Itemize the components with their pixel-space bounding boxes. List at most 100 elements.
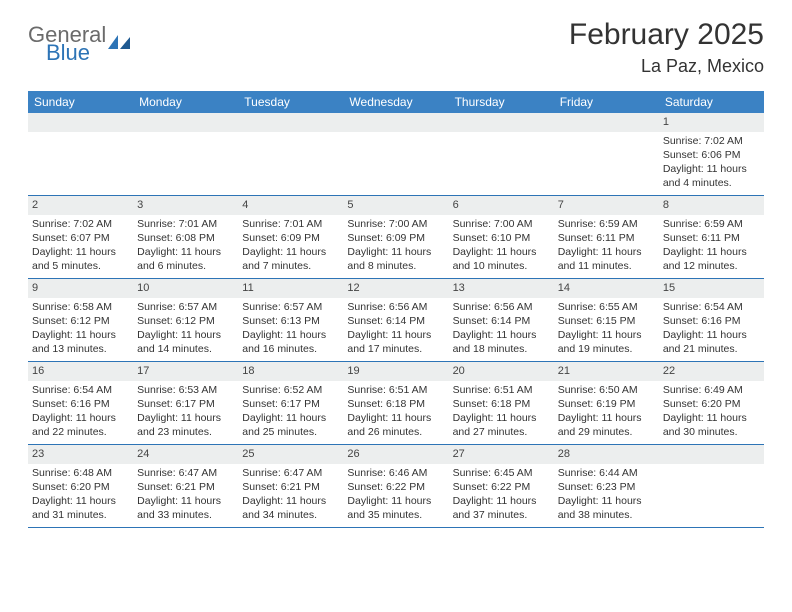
day-number: 4	[238, 196, 343, 215]
day-cell: 13Sunrise: 6:56 AMSunset: 6:14 PMDayligh…	[449, 279, 554, 361]
title-block: February 2025 La Paz, Mexico	[569, 18, 764, 77]
day-number: 17	[133, 362, 238, 381]
day-cell: 12Sunrise: 6:56 AMSunset: 6:14 PMDayligh…	[343, 279, 448, 361]
empty-cell	[554, 113, 659, 195]
day-cell: 23Sunrise: 6:48 AMSunset: 6:20 PMDayligh…	[28, 445, 133, 527]
daylight-line: Daylight: 11 hours and 4 minutes.	[663, 162, 760, 190]
sunset-line: Sunset: 6:15 PM	[558, 314, 655, 328]
day-cell: 22Sunrise: 6:49 AMSunset: 6:20 PMDayligh…	[659, 362, 764, 444]
day-number: 2	[28, 196, 133, 215]
day-number: 6	[449, 196, 554, 215]
location-label: La Paz, Mexico	[569, 56, 764, 77]
daylight-line: Daylight: 11 hours and 11 minutes.	[558, 245, 655, 273]
day-number: 3	[133, 196, 238, 215]
day-body: Sunrise: 6:47 AMSunset: 6:21 PMDaylight:…	[238, 464, 343, 527]
day-number: 8	[659, 196, 764, 215]
sunset-line: Sunset: 6:21 PM	[242, 480, 339, 494]
week-row: 9Sunrise: 6:58 AMSunset: 6:12 PMDaylight…	[28, 279, 764, 362]
daylight-line: Daylight: 11 hours and 35 minutes.	[347, 494, 444, 522]
calendar-page: General Blue February 2025 La Paz, Mexic…	[0, 0, 792, 538]
day-number	[343, 113, 448, 132]
weekday-header: Wednesday	[343, 91, 448, 113]
sunset-line: Sunset: 6:20 PM	[32, 480, 129, 494]
empty-cell	[133, 113, 238, 195]
day-body: Sunrise: 6:55 AMSunset: 6:15 PMDaylight:…	[554, 298, 659, 361]
sunset-line: Sunset: 6:09 PM	[347, 231, 444, 245]
sail-icon	[108, 35, 134, 53]
day-number: 11	[238, 279, 343, 298]
day-number: 1	[659, 113, 764, 132]
day-number: 19	[343, 362, 448, 381]
sunrise-line: Sunrise: 6:54 AM	[32, 383, 129, 397]
day-cell: 5Sunrise: 7:00 AMSunset: 6:09 PMDaylight…	[343, 196, 448, 278]
sunset-line: Sunset: 6:16 PM	[663, 314, 760, 328]
weekday-header-row: SundayMondayTuesdayWednesdayThursdayFrid…	[28, 91, 764, 113]
sunrise-line: Sunrise: 7:02 AM	[663, 134, 760, 148]
day-number: 16	[28, 362, 133, 381]
day-cell: 25Sunrise: 6:47 AMSunset: 6:21 PMDayligh…	[238, 445, 343, 527]
day-cell: 17 Sunrise: 6:53 AMSunset: 6:17 PMDayligh…	[133, 362, 238, 444]
daylight-line: Daylight: 11 hours and 33 minutes.	[137, 494, 234, 522]
day-body: Sunrise: 6:51 AMSunset: 6:18 PMDaylight:…	[343, 381, 448, 444]
sunrise-line: Sunrise: 6:51 AM	[347, 383, 444, 397]
weekday-header: Friday	[554, 91, 659, 113]
day-number: 18	[238, 362, 343, 381]
day-cell: 20Sunrise: 6:51 AMSunset: 6:18 PMDayligh…	[449, 362, 554, 444]
daylight-line: Daylight: 11 hours and 14 minutes.	[137, 328, 234, 356]
sunrise-line: Sunrise: 7:00 AM	[347, 217, 444, 231]
day-body: Sunrise: 7:01 AMSunset: 6:09 PMDaylight:…	[238, 215, 343, 278]
sunrise-line: Sunrise: 6:57 AM	[137, 300, 234, 314]
empty-cell	[343, 113, 448, 195]
day-body: Sunrise: 6:54 AMSunset: 6:16 PMDaylight:…	[659, 298, 764, 361]
daylight-line: Daylight: 11 hours and 37 minutes.	[453, 494, 550, 522]
day-cell: 15Sunrise: 6:54 AMSunset: 6:16 PMDayligh…	[659, 279, 764, 361]
day-number	[238, 113, 343, 132]
day-cell: 21Sunrise: 6:50 AMSunset: 6:19 PMDayligh…	[554, 362, 659, 444]
sunrise-line: Sunrise: 6:47 AM	[242, 466, 339, 480]
day-cell: 11Sunrise: 6:57 AMSunset: 6:13 PMDayligh…	[238, 279, 343, 361]
sunrise-line: Sunrise: 6:53 AM	[137, 383, 234, 397]
sunrise-line: Sunrise: 6:58 AM	[32, 300, 129, 314]
day-cell: 2Sunrise: 7:02 AMSunset: 6:07 PMDaylight…	[28, 196, 133, 278]
logo: General Blue	[28, 24, 134, 64]
weeks-container: 1Sunrise: 7:02 AMSunset: 6:06 PMDaylight…	[28, 113, 764, 528]
empty-cell	[28, 113, 133, 195]
weekday-header: Saturday	[659, 91, 764, 113]
sunrise-line: Sunrise: 6:56 AM	[453, 300, 550, 314]
week-row: 1 Sunrise: 7:02 AMSunset: 6:06 PMDaylight…	[28, 113, 764, 196]
day-cell: 27Sunrise: 6:45 AMSunset: 6:22 PMDayligh…	[449, 445, 554, 527]
sunrise-line: Sunrise: 6:47 AM	[137, 466, 234, 480]
sunset-line: Sunset: 6:12 PM	[32, 314, 129, 328]
day-body: Sunrise: 6:45 AMSunset: 6:22 PMDaylight:…	[449, 464, 554, 527]
sunrise-line: Sunrise: 6:52 AM	[242, 383, 339, 397]
sunset-line: Sunset: 6:11 PM	[558, 231, 655, 245]
daylight-line: Daylight: 11 hours and 29 minutes.	[558, 411, 655, 439]
sunrise-line: Sunrise: 6:51 AM	[453, 383, 550, 397]
day-number: 15	[659, 279, 764, 298]
sunset-line: Sunset: 6:14 PM	[347, 314, 444, 328]
daylight-line: Daylight: 11 hours and 31 minutes.	[32, 494, 129, 522]
daylight-line: Daylight: 11 hours and 25 minutes.	[242, 411, 339, 439]
daylight-line: Daylight: 11 hours and 18 minutes.	[453, 328, 550, 356]
sunrise-line: Sunrise: 6:45 AM	[453, 466, 550, 480]
day-cell: 3Sunrise: 7:01 AMSunset: 6:08 PMDaylight…	[133, 196, 238, 278]
calendar-grid: SundayMondayTuesdayWednesdayThursdayFrid…	[28, 91, 764, 528]
day-cell: 24Sunrise: 6:47 AMSunset: 6:21 PMDayligh…	[133, 445, 238, 527]
sunset-line: Sunset: 6:06 PM	[663, 148, 760, 162]
day-number: 23	[28, 445, 133, 464]
daylight-line: Daylight: 11 hours and 19 minutes.	[558, 328, 655, 356]
day-number: 21	[554, 362, 659, 381]
daylight-line: Daylight: 11 hours and 38 minutes.	[558, 494, 655, 522]
sunrise-line: Sunrise: 6:49 AM	[663, 383, 760, 397]
day-number	[554, 113, 659, 132]
daylight-line: Daylight: 11 hours and 6 minutes.	[137, 245, 234, 273]
sunset-line: Sunset: 6:17 PM	[137, 397, 234, 411]
sunset-line: Sunset: 6:20 PM	[663, 397, 760, 411]
sunset-line: Sunset: 6:09 PM	[242, 231, 339, 245]
day-number	[133, 113, 238, 132]
day-number: 13	[449, 279, 554, 298]
day-number	[449, 113, 554, 132]
daylight-line: Daylight: 11 hours and 23 minutes.	[137, 411, 234, 439]
sunset-line: Sunset: 6:18 PM	[453, 397, 550, 411]
day-body: Sunrise: 6:48 AMSunset: 6:20 PMDaylight:…	[28, 464, 133, 527]
